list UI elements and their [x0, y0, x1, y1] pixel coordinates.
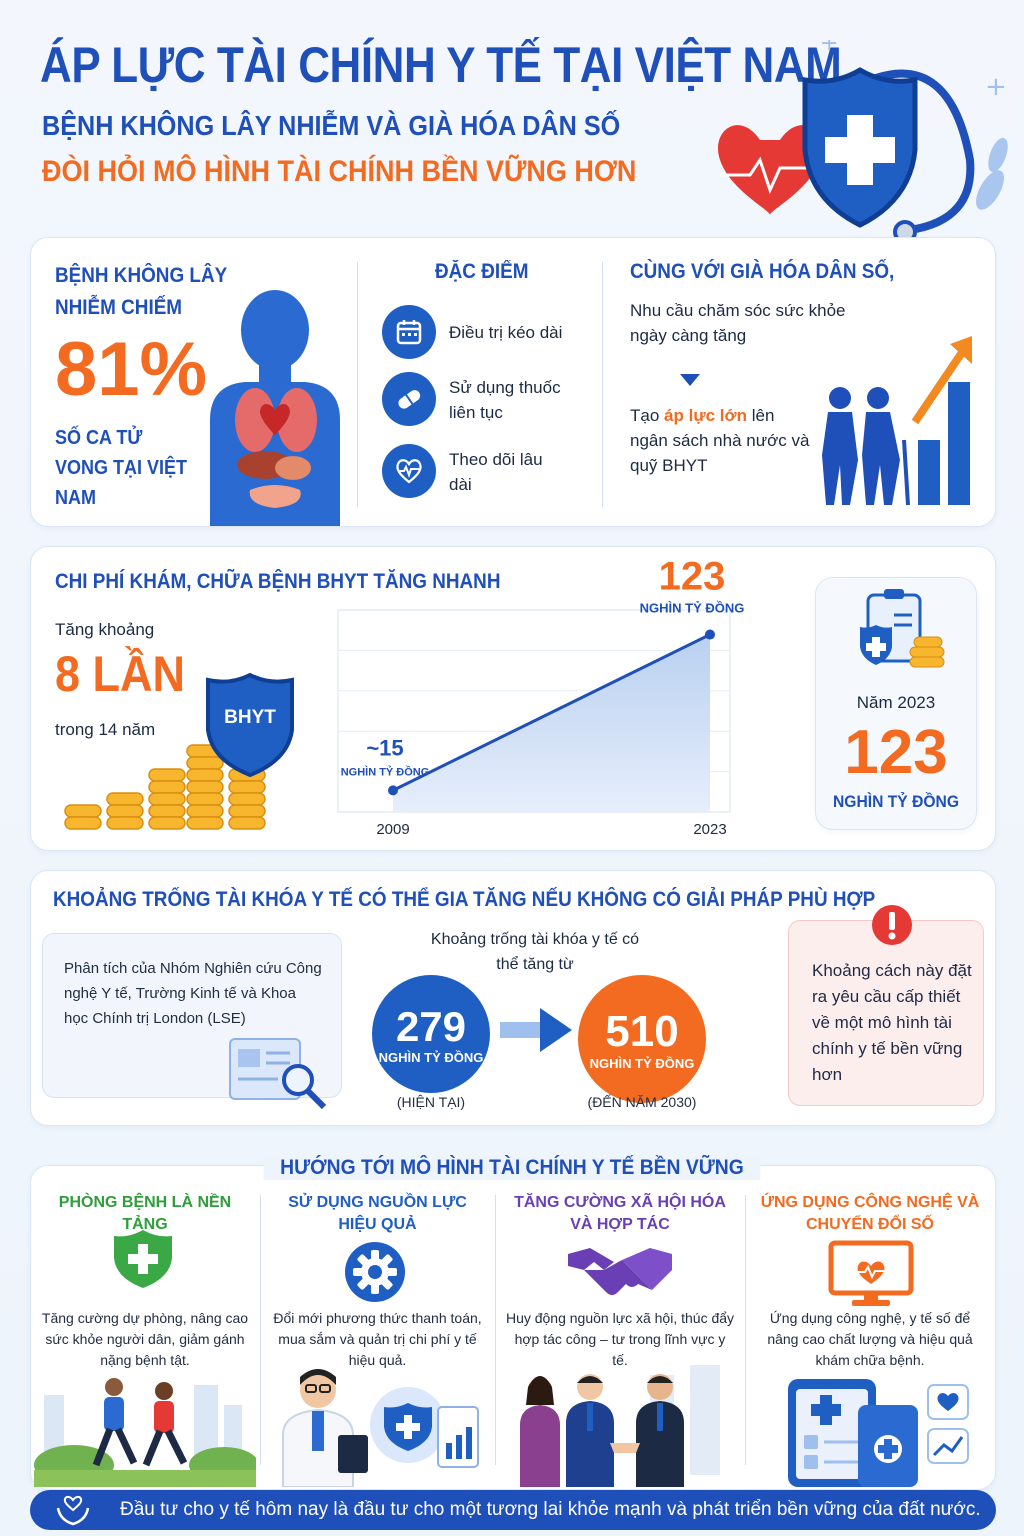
section-divider	[357, 262, 358, 507]
chart-data-unit-label: NGHÌN TỶ ĐỒNG	[640, 601, 745, 616]
bhyt-shield-label: BHYT	[224, 707, 276, 728]
insurance-clipboard-icon	[860, 589, 945, 668]
side-unit: NGHÌN TỶ ĐỒNG	[832, 792, 959, 811]
chart-area	[393, 634, 710, 812]
heart-icon	[718, 125, 822, 215]
chart-line	[392, 633, 711, 792]
pillar-text-prevention: Tăng cường dự phòng, nâng cao sức khỏe n…	[41, 1310, 249, 1368]
doctor-illustration	[282, 1369, 479, 1487]
monitor-heartbeat-icon	[828, 1240, 914, 1306]
heartbeat-icon	[382, 444, 436, 498]
increase-value: 8 LẦN	[55, 646, 186, 702]
pressure-suffix: lên ngân sách nhà nước và quỹ BHYT	[630, 406, 810, 475]
arrow-down-icon	[680, 374, 700, 386]
chart-x-tick-label: 2023	[693, 821, 726, 838]
warning-text: Khoảng cách này đặt ra yêu cầu cấp thiết…	[812, 961, 972, 1084]
pillar-text-efficiency: Đổi mới phương thức thanh toán, mua sắm …	[273, 1310, 482, 1368]
cost-heading: CHI PHÍ KHÁM, CHỮA BỆNH BHYT TĂNG NHANH	[55, 570, 501, 593]
pillar-divider	[260, 1195, 261, 1465]
side-year: Năm 2023	[856, 693, 936, 712]
section4-heading-wrap: HƯỚNG TỚI MÔ HÌNH TÀI CHÍNH Y TẾ BỀN VỮN…	[0, 1156, 1024, 1180]
chart-x-tick-label: 2009	[376, 821, 409, 838]
pillar-divider	[745, 1195, 746, 1465]
chart-point	[388, 785, 398, 796]
footer-banner: Đầu tư cho y tế hôm nay là đầu tư cho mộ…	[30, 1490, 996, 1530]
ncd-caption: SỐ CA TỬ VONG TẠI VIỆT NAM	[55, 427, 188, 509]
footer-banner-text: Đầu tư cho y tế hôm nay là đầu tư cho mộ…	[120, 1499, 981, 1520]
aging-text: Nhu cầu chăm sóc sức khỏe ngày càng tăng	[630, 301, 846, 345]
warning-exclamation-icon	[872, 905, 912, 945]
shield-plus-icon	[114, 1230, 172, 1288]
future-gap-unit: NGHÌN TỶ ĐỒNG	[589, 1055, 695, 1071]
pressure-highlight: áp lực lớn	[664, 406, 747, 425]
future-gap-circle: 510 NGHÌN TỶ ĐỒNG	[578, 975, 706, 1103]
business-partners-illustration	[520, 1365, 720, 1487]
side-value: 123	[844, 718, 948, 787]
pillar-text-digital: Ứng dụng công nghệ, y tế số để nâng cao …	[767, 1310, 973, 1368]
hands-heart-icon	[56, 1495, 90, 1526]
future-gap-caption: (ĐẾN NĂM 2030)	[587, 1094, 697, 1110]
feature-item-treatment	[382, 305, 436, 359]
page-subtitle: BỆNH KHÔNG LÂY NHIỄM VÀ GIÀ HÓA DÂN SỐ	[42, 110, 621, 141]
page-title: ÁP LỰC TÀI CHÍNH Y TẾ TẠI VIỆT NAM	[40, 37, 842, 93]
coins-bhyt-illustration	[64, 672, 294, 830]
aging-heading: CÙNG VỚI GIÀ HÓA DÂN SỐ,	[630, 260, 895, 283]
pillar-title-efficiency: SỬ DỤNG NGUỒN LỰC HIỆU QUẢ	[288, 1194, 467, 1233]
svg-text:+: +	[820, 40, 838, 56]
feature-label: Sử dụng thuốc liên tục	[449, 378, 561, 422]
warning-card	[788, 920, 984, 1106]
ncd-percent: 81%	[55, 327, 208, 412]
pressure-text: Tạo áp lực lớn lên ngân sách nhà nước và…	[630, 403, 810, 478]
pillar-divider	[495, 1195, 496, 1465]
pillar-title-socialization: TĂNG CƯỜNG XÃ HỘI HÓA VÀ HỢP TÁC	[514, 1194, 726, 1233]
pillar-title-prevention: PHÒNG BỆNH LÀ NỀN TẢNG	[58, 1194, 232, 1233]
page-subtitle-highlight: ĐÒI HỎI MÔ HÌNH TÀI CHÍNH BỀN VỮNG HƠN	[42, 155, 637, 188]
gap-label: Khoảng trống tài khóa y tế có thể tăng t…	[430, 931, 640, 973]
chart-data-label: ~15	[366, 735, 403, 760]
feature-label: Theo dõi lâu dài	[449, 450, 543, 494]
increase-label: Tăng khoảng	[55, 620, 155, 639]
current-gap-caption: (HIỆN TẠI)	[396, 1094, 466, 1110]
section4-heading: HƯỚNG TỚI MÔ HÌNH TÀI CHÍNH Y TẾ BỀN VỮN…	[263, 1156, 761, 1180]
chart-data-label: 123	[659, 560, 726, 599]
feature-label: Điều trị kéo dài	[449, 323, 563, 342]
section-divider	[602, 262, 603, 507]
lse-analysis-text: Phân tích của Nhóm Nghiên cứu Công nghệ …	[64, 960, 322, 1027]
feature-item-monitoring	[382, 444, 436, 498]
pillar-title-digital: ỨNG DỤNG CÔNG NGHỆ VÀ CHUYỂN ĐỔI SỐ	[760, 1194, 980, 1233]
pillar-text-socialization: Huy động nguồn lực xã hội, thúc đẩy hợp …	[505, 1310, 735, 1368]
features-heading: ĐẶC ĐIỂM	[435, 260, 529, 283]
future-gap-value: 510	[605, 1006, 679, 1056]
increase-period: trong 14 năm	[55, 720, 156, 739]
health-shield-illustration: + +	[718, 40, 1008, 240]
elderly-rising-chart-illustration	[822, 336, 972, 506]
joggers-illustration	[34, 1378, 256, 1487]
bhyt-cost-chart: 2009 2023 ~15 NGHÌN TỶ ĐỒNG 123 NGHÌN TỶ ĐỒN…	[337, 560, 745, 838]
human-body-organs-illustration	[210, 290, 340, 526]
current-gap-circle: 279 NGHÌN TỶ ĐỒNG	[372, 975, 490, 1093]
chart-data-unit-label: NGHÌN TỶ ĐỒNG	[341, 765, 430, 778]
magnifier-report-icon	[229, 1038, 327, 1110]
arrow-right-icon	[500, 1008, 572, 1052]
digital-health-devices-illustration	[788, 1379, 969, 1487]
ncd-heading: BỆNH KHÔNG LÂY NHIỄM CHIẾM	[55, 264, 227, 319]
chart-point	[705, 629, 715, 640]
current-gap-value: 279	[395, 1002, 467, 1050]
current-gap-unit: NGHÌN TỶ ĐỒNG	[378, 1049, 484, 1065]
fiscal-gap-heading: KHOẢNG TRỐNG TÀI KHÓA Y TẾ CÓ THỂ GIA TĂ…	[53, 888, 876, 911]
svg-text:+: +	[985, 72, 1007, 102]
pill-icon	[382, 372, 436, 426]
feature-item-medication	[382, 372, 436, 426]
handshake-icon	[568, 1248, 672, 1295]
gear-icon	[345, 1242, 405, 1302]
pressure-prefix: Tạo	[630, 406, 665, 425]
calendar-icon	[382, 305, 436, 359]
